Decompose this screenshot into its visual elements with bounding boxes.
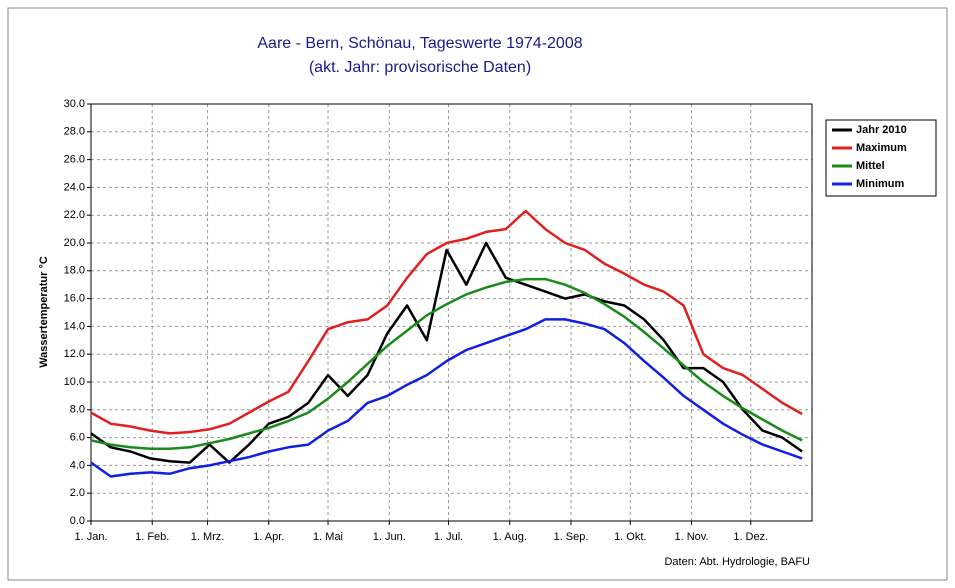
y-tick-label: 4.0 (70, 459, 85, 471)
y-tick-label: 26.0 (64, 154, 85, 166)
y-tick-label: 8.0 (70, 404, 85, 416)
chart-title: Aare - Bern, Schönau, Tageswerte 1974-20… (257, 35, 582, 52)
x-tick-label: 1. Sep. (554, 531, 589, 543)
y-tick-label: 0.0 (70, 515, 85, 527)
legend-label: Jahr 2010 (856, 124, 907, 136)
y-tick-label: 20.0 (64, 237, 85, 249)
x-tick-label: 1. Mrz. (191, 531, 225, 543)
series-line (90, 209, 803, 435)
series-line (90, 241, 803, 464)
y-tick-label: 18.0 (64, 265, 85, 277)
y-tick-label: 12.0 (64, 348, 85, 360)
plot-border (90, 103, 813, 522)
x-tick-label: 1. Aug. (493, 531, 527, 543)
y-tick-label: 28.0 (64, 126, 85, 138)
x-tick-label: 1. Nov. (674, 531, 708, 543)
source-note: Daten: Abt. Hydrologie, BAFU (664, 556, 810, 568)
y-tick-label: 2.0 (70, 487, 85, 499)
series-line (90, 318, 803, 478)
y-tick-label: 30.0 (64, 98, 85, 110)
y-axis-label: Wassertemperatur °C (38, 256, 50, 368)
x-tick-label: 1. Feb. (135, 531, 169, 543)
y-tick-label: 22.0 (64, 209, 85, 221)
legend-label: Minimum (856, 178, 904, 190)
x-tick-label: 1. Dez. (733, 531, 768, 543)
x-tick-label: 1. Mai (313, 531, 343, 543)
y-tick-label: 24.0 (64, 181, 85, 193)
y-tick-label: 10.0 (64, 376, 85, 388)
x-tick-label: 1. Jul. (434, 531, 463, 543)
x-tick-label: 1. Apr. (253, 531, 284, 543)
x-tick-label: 1. Jan. (74, 531, 107, 543)
y-tick-label: 16.0 (64, 293, 85, 305)
y-tick-label: 14.0 (64, 320, 85, 332)
x-tick-label: 1. Okt. (614, 531, 646, 543)
legend-label: Maximum (856, 142, 907, 154)
y-tick-label: 6.0 (70, 432, 85, 444)
plot-area (91, 104, 812, 521)
chart-subtitle: (akt. Jahr: provisorische Daten) (309, 59, 531, 76)
legend-label: Mittel (856, 160, 885, 172)
x-tick-label: 1. Jun. (373, 531, 406, 543)
series-line (90, 277, 803, 450)
